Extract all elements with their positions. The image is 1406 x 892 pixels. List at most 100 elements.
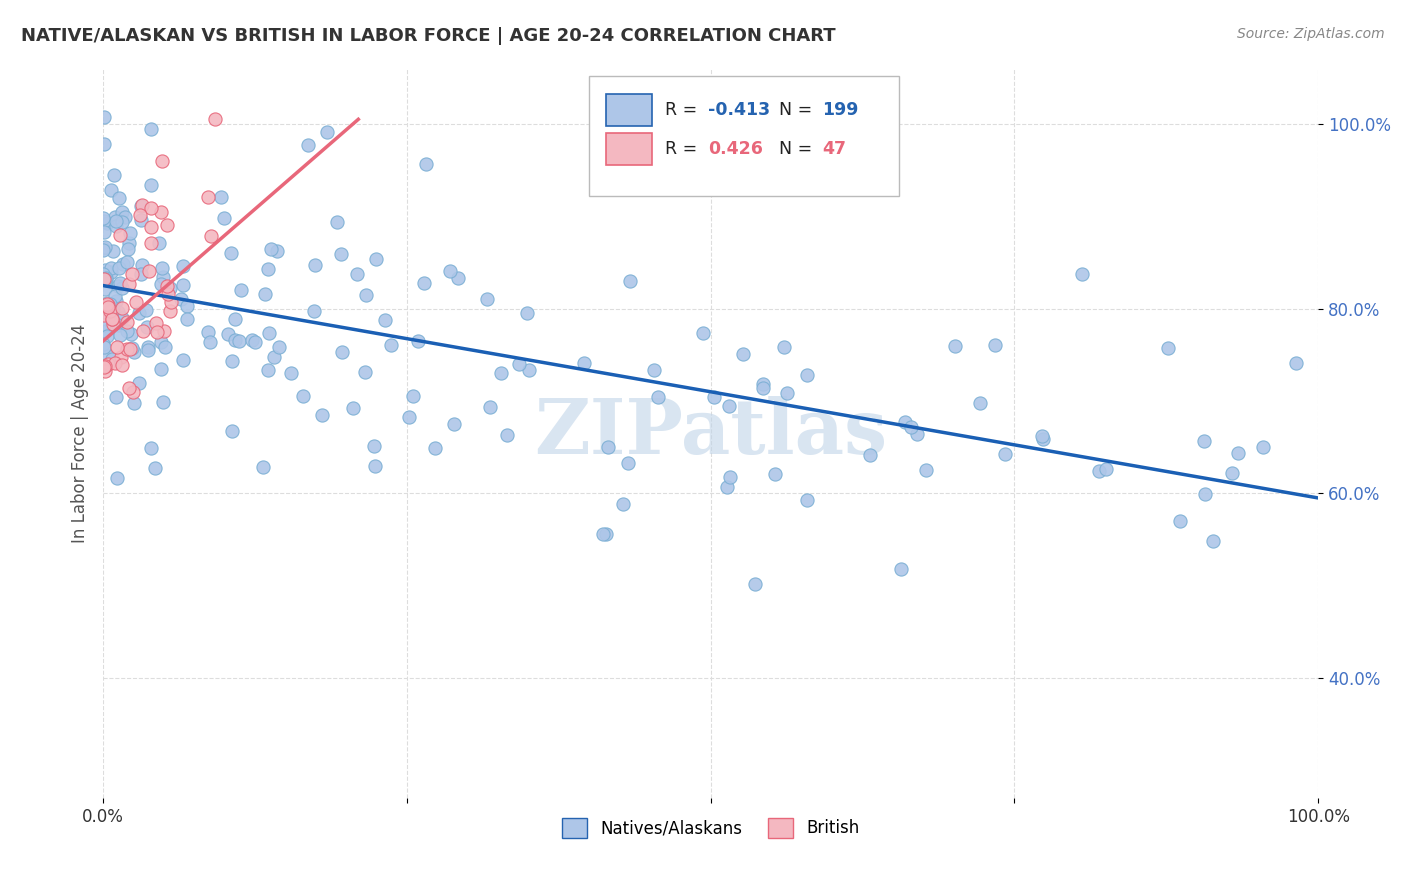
Point: [1031, 428, 1053, 442]
Point: [204, 112, 226, 126]
Point: [111, 257, 134, 271]
Point: [172, 259, 194, 273]
Point: [110, 350, 132, 364]
Point: [105, 471, 128, 485]
Point: [103, 168, 125, 182]
Point: [93, 359, 115, 374]
Point: [129, 208, 152, 222]
Point: [115, 343, 138, 357]
Point: [257, 262, 280, 277]
Point: [93, 213, 115, 227]
Point: [280, 366, 302, 380]
Point: [94, 272, 117, 286]
Point: [101, 311, 124, 326]
Point: [148, 235, 170, 250]
Point: [1157, 341, 1180, 355]
Point: [720, 470, 742, 484]
Text: R =: R =: [665, 140, 702, 158]
Point: [91, 241, 114, 255]
Point: [91, 337, 114, 351]
Point: [1095, 462, 1118, 476]
Point: [101, 310, 124, 325]
Point: [120, 342, 142, 356]
Text: 47: 47: [823, 140, 846, 158]
Text: R =: R =: [665, 101, 702, 120]
Point: [93, 272, 115, 286]
Text: 0.426: 0.426: [709, 140, 763, 158]
Point: [240, 333, 263, 347]
Point: [380, 338, 402, 352]
Point: [1227, 446, 1250, 460]
Point: [93, 225, 115, 239]
Point: [91, 244, 114, 258]
Point: [692, 326, 714, 340]
Point: [263, 350, 285, 364]
Point: [152, 261, 174, 276]
Point: [1251, 441, 1274, 455]
Point: [517, 363, 540, 377]
Point: [97, 300, 120, 314]
Point: [316, 125, 339, 139]
Point: [1168, 514, 1191, 528]
Point: [136, 343, 159, 357]
Point: [209, 189, 232, 203]
Point: [128, 306, 150, 320]
Point: [100, 265, 122, 279]
Point: [477, 292, 499, 306]
Point: [617, 456, 640, 470]
Point: [245, 334, 267, 349]
Point: [117, 277, 139, 292]
Point: [443, 417, 465, 431]
Point: [197, 190, 219, 204]
Point: [773, 340, 796, 354]
Point: [101, 318, 124, 332]
Point: [224, 312, 246, 326]
Point: [364, 458, 387, 473]
Point: [354, 288, 377, 302]
Point: [221, 354, 243, 368]
Point: [1070, 267, 1092, 281]
Point: [176, 312, 198, 326]
Point: [150, 154, 173, 169]
Point: [120, 326, 142, 341]
Point: [398, 410, 420, 425]
Legend: Natives/Alaskans, British: Natives/Alaskans, British: [555, 811, 866, 845]
Point: [96, 301, 118, 316]
Point: [297, 138, 319, 153]
Point: [115, 325, 138, 339]
Point: [115, 254, 138, 268]
Point: [228, 334, 250, 348]
Point: [118, 381, 141, 395]
Point: [198, 335, 221, 350]
Point: [1202, 534, 1225, 549]
Point: [97, 349, 120, 363]
Point: [1220, 466, 1243, 480]
Point: [415, 157, 437, 171]
Point: [172, 353, 194, 368]
Point: [796, 368, 818, 382]
Point: [731, 347, 754, 361]
Point: [129, 213, 152, 227]
Point: [269, 340, 291, 354]
Point: [98, 304, 121, 318]
Point: [342, 401, 364, 416]
Point: [94, 262, 117, 277]
Point: [111, 281, 134, 295]
Point: [776, 385, 799, 400]
Point: [100, 183, 122, 197]
Point: [118, 226, 141, 240]
Point: [104, 219, 127, 233]
Point: [96, 329, 118, 343]
Text: NATIVE/ALASKAN VS BRITISH IN LABOR FORCE | AGE 20-24 CORRELATION CHART: NATIVE/ALASKAN VS BRITISH IN LABOR FORCE…: [21, 27, 835, 45]
Point: [124, 344, 146, 359]
Point: [1032, 432, 1054, 446]
Point: [94, 359, 117, 373]
Point: [121, 267, 143, 281]
Point: [96, 295, 118, 310]
Point: [595, 527, 617, 541]
Point: [1192, 434, 1215, 449]
Point: [508, 358, 530, 372]
Point: [363, 439, 385, 453]
Point: [253, 286, 276, 301]
Point: [145, 316, 167, 330]
